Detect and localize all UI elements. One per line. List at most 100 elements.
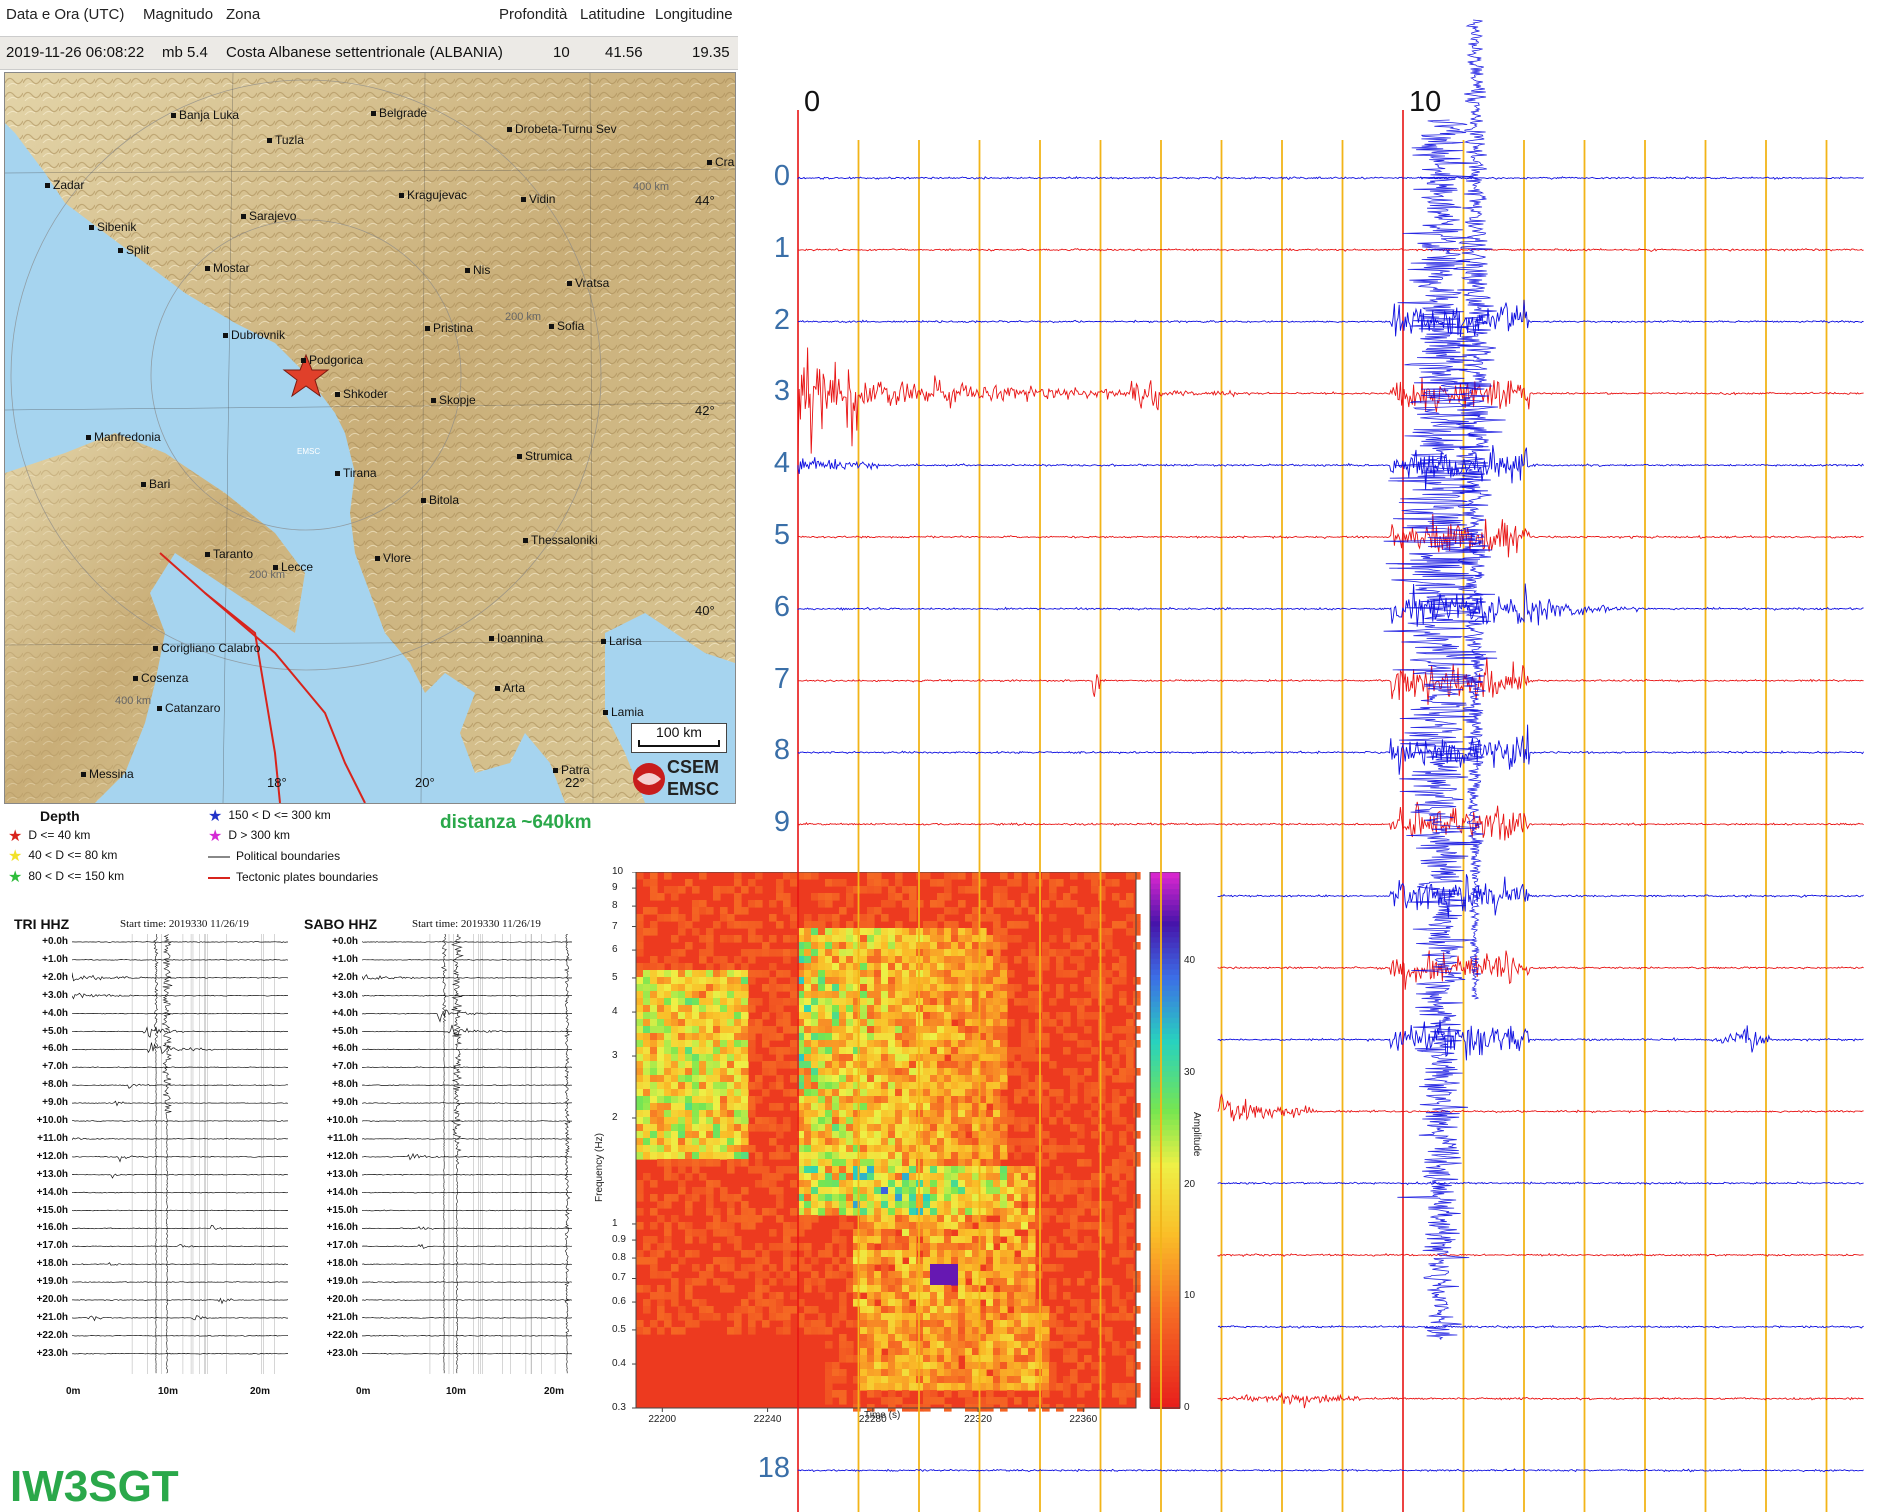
spectrogram-cell [832, 1362, 840, 1370]
spectrogram-cell [993, 1159, 1001, 1167]
spectrogram-cell [1133, 1327, 1141, 1335]
spectrogram-cell [909, 1376, 917, 1384]
spectrogram-cell [678, 1180, 686, 1188]
spectrogram-cell [692, 1089, 700, 1097]
spectrogram-cell [930, 921, 938, 929]
spectrogram-cell [930, 1271, 938, 1279]
event-magnitude: mb 5.4 [162, 44, 208, 61]
hour-label: +23.0h [36, 1347, 68, 1359]
spectrogram-cell [881, 1180, 889, 1188]
spectrogram-cell [783, 893, 791, 901]
spectrogram-cell [846, 1005, 854, 1013]
spectrogram-cell [678, 1033, 686, 1041]
spectrogram-cell [860, 1215, 868, 1223]
spectrogram-cell [958, 1201, 966, 1209]
spectrogram-cell [650, 1145, 658, 1153]
spectrogram-cell [909, 991, 917, 999]
epicenter-map[interactable]: Banja Luka Tuzla Belgrade Drobeta-Turnu … [4, 72, 736, 804]
spectrogram-cell [958, 872, 966, 880]
spectrogram-cell [881, 956, 889, 964]
spectrogram-cell [923, 977, 931, 985]
spectrogram-cell [804, 1278, 812, 1286]
spectrogram-cell [972, 991, 980, 999]
spectrogram-cell [636, 1110, 644, 1118]
spectrogram-cell [846, 1278, 854, 1286]
spectrogram-cell [1042, 1145, 1050, 1153]
spectrogram-cell [1028, 1320, 1036, 1328]
spectrogram-cell [979, 900, 987, 908]
helicorder-line [72, 1191, 288, 1194]
spectrogram-cell [965, 991, 973, 999]
spectrogram-cell [923, 1390, 931, 1398]
spectrogram-cell [979, 1005, 987, 1013]
spectrogram-cell [1070, 1138, 1078, 1146]
spectrogram-cell [951, 1194, 959, 1202]
spectrogram-cell [860, 984, 868, 992]
spectrogram-cell [1028, 1278, 1036, 1286]
spectrogram-cell [769, 1005, 777, 1013]
spectrogram-cell [972, 1033, 980, 1041]
spectrogram-cell [923, 1250, 931, 1258]
spectrogram-cell [1035, 1005, 1043, 1013]
spectrogram-cell [930, 1068, 938, 1076]
hour-label: +21.0h [326, 1311, 358, 1323]
spectrogram-cell [930, 1089, 938, 1097]
spectrogram-cell [713, 1138, 721, 1146]
seismogram-trace [797, 583, 1864, 627]
colorbar-cell [1150, 1188, 1180, 1195]
spectrogram-cell [944, 991, 952, 999]
spectrogram-cell [664, 1096, 672, 1104]
spectrogram-cell [636, 1208, 644, 1216]
spectrogram-cell [1049, 935, 1057, 943]
spectrogram-cell [818, 1194, 826, 1202]
spectrogram-cell [909, 1012, 917, 1020]
spectrogram-cell [888, 1075, 896, 1083]
spectrogram-cell [685, 1103, 693, 1111]
spectrogram-cell [804, 970, 812, 978]
spectrogram-cell [741, 1054, 749, 1062]
spectrogram-cell [1042, 1355, 1050, 1363]
spectrogram-cell [923, 1012, 931, 1020]
spectrogram-cell [965, 1229, 973, 1237]
spectrogram-cell [1014, 1334, 1022, 1342]
spectrogram-cell [748, 921, 756, 929]
spectrogram-cell [867, 1138, 875, 1146]
spectrogram-cell [993, 1040, 1001, 1048]
spectrogram-cell [888, 942, 896, 950]
spectrogram-cell [909, 1250, 917, 1258]
spectrogram-cell [1126, 1264, 1134, 1272]
spectrogram-cell [1098, 914, 1106, 922]
spectrogram-cell [671, 977, 679, 985]
spectrogram-cell [979, 1068, 987, 1076]
spectrogram-cell [853, 1047, 861, 1055]
spectrogram-cell [965, 1194, 973, 1202]
event-row[interactable]: 2019-11-26 06:08:22 mb 5.4 Costa Albanes… [0, 36, 738, 70]
spectrogram-cell [860, 1334, 868, 1342]
spectrogram-cell [636, 1096, 644, 1104]
spectrogram-cell [888, 1138, 896, 1146]
spectrogram-cell [636, 1145, 644, 1153]
spectrogram-cell [1035, 1348, 1043, 1356]
spectrogram-cell [937, 977, 945, 985]
spectrogram-cell [804, 1103, 812, 1111]
colorbar-cell [1150, 1279, 1180, 1286]
spectrogram-cell [783, 935, 791, 943]
helicorder-line [72, 1026, 288, 1038]
spectrogram-cell [1105, 1229, 1113, 1237]
spectrogram-cell [1126, 1166, 1134, 1174]
spectrogram-cell [979, 1012, 987, 1020]
spectrogram-cell [1007, 984, 1015, 992]
spectrogram-cell [1000, 1341, 1008, 1349]
spectrogram-cell [636, 935, 644, 943]
spectrogram-cell [958, 1348, 966, 1356]
spectrogram-cell [1035, 1159, 1043, 1167]
spectrogram-cell [867, 886, 875, 894]
spectrogram-cell [1028, 1383, 1036, 1391]
spectrogram-cell [1133, 872, 1141, 880]
spectrogram-cell [825, 1061, 833, 1069]
spectrogram-cell [664, 1061, 672, 1069]
spectrogram-cell [986, 907, 994, 915]
spectrogram-cell [839, 1110, 847, 1118]
spectrogram-cell [888, 1369, 896, 1377]
logo-top: CSEM [667, 757, 720, 777]
